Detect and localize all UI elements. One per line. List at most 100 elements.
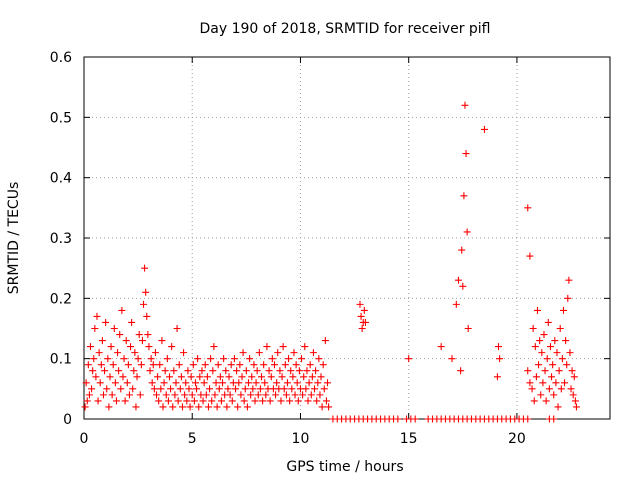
data-point: [548, 373, 556, 381]
data-point: [213, 403, 221, 411]
data-point: [524, 415, 532, 423]
data-point: [567, 385, 575, 393]
data-point: [133, 373, 141, 381]
data-point: [305, 379, 313, 387]
data-point: [463, 228, 471, 236]
data-point: [318, 403, 326, 411]
data-point: [128, 318, 136, 326]
data-point: [260, 361, 268, 369]
data-point: [116, 331, 124, 339]
data-point: [540, 331, 548, 339]
data-point: [121, 397, 129, 405]
data-point: [190, 397, 198, 405]
data-point: [360, 306, 368, 314]
data-point: [212, 379, 220, 387]
data-point: [277, 397, 285, 405]
data-point: [495, 343, 503, 351]
data-point: [315, 355, 323, 363]
data-point: [532, 373, 540, 381]
data-point: [529, 325, 537, 332]
data-point: [94, 397, 102, 405]
data-point: [246, 355, 254, 363]
data-point: [570, 373, 578, 381]
data-point: [291, 391, 299, 399]
data-point: [85, 391, 93, 399]
data-point: [158, 337, 166, 345]
data-point: [207, 355, 215, 363]
data-point: [322, 397, 330, 405]
data-point: [112, 397, 120, 405]
data-point: [132, 403, 140, 411]
data-point: [526, 379, 534, 387]
data-point: [140, 300, 148, 308]
data-point: [274, 349, 282, 357]
data-point: [172, 379, 180, 387]
data-point: [268, 355, 276, 363]
data-point: [194, 355, 202, 363]
data-point: [541, 367, 549, 375]
data-point: [553, 349, 561, 357]
data-point: [103, 385, 111, 393]
data-point: [180, 349, 188, 357]
data-point: [282, 391, 290, 399]
data-point: [174, 397, 182, 405]
y-tick-label: 0.3: [50, 231, 72, 247]
data-point: [117, 385, 125, 393]
data-point: [153, 391, 161, 399]
data-point: [361, 318, 369, 326]
data-point: [97, 361, 105, 369]
chart-title: Day 190 of 2018, SRMTID for receiver pif…: [199, 21, 490, 37]
data-point: [243, 403, 251, 411]
data-point: [270, 361, 278, 369]
x-axis-label: GPS time / hours: [286, 459, 403, 475]
data-point: [187, 373, 195, 381]
data-point: [223, 403, 231, 411]
data-point: [526, 252, 534, 260]
data-point: [195, 403, 203, 411]
y-tick-label: 0.1: [50, 352, 72, 368]
data-point: [211, 391, 219, 399]
data-point: [571, 397, 579, 405]
data-point: [188, 391, 196, 399]
data-point: [208, 397, 216, 405]
data-point: [248, 373, 256, 381]
data-point: [143, 312, 151, 320]
data-point: [493, 373, 501, 381]
data-point: [461, 101, 469, 109]
data-point: [203, 373, 211, 381]
data-point: [437, 343, 445, 351]
data-point: [182, 379, 190, 387]
x-tick-label: 15: [400, 431, 418, 447]
data-point: [254, 391, 262, 399]
data-point: [157, 385, 165, 393]
data-point: [320, 385, 328, 393]
data-point: [102, 318, 110, 326]
data-point: [556, 325, 564, 332]
data-point: [91, 325, 99, 332]
data-point: [175, 361, 183, 369]
data-point: [169, 403, 177, 411]
data-point: [295, 367, 303, 375]
axis-ticks: 0 5 10 15 20 0 0.1 0.2 0.3 0.4 0.5 0.6: [50, 50, 610, 447]
data-point: [545, 385, 553, 393]
data-point: [167, 385, 175, 393]
data-point: [324, 379, 332, 387]
data-point: [562, 337, 570, 345]
data-point: [93, 312, 101, 320]
data-point: [226, 391, 234, 399]
data-point: [550, 391, 558, 399]
data-point: [308, 373, 316, 381]
data-point: [302, 385, 310, 393]
data-point: [394, 415, 402, 423]
data-point: [82, 379, 90, 387]
data-point: [460, 192, 468, 200]
data-point: [168, 343, 176, 351]
data-point: [462, 150, 470, 158]
data-point: [106, 373, 114, 381]
data-point: [166, 373, 174, 381]
data-point: [242, 367, 250, 375]
data-point: [552, 379, 560, 387]
data-point: [118, 306, 126, 314]
data-point: [241, 385, 249, 393]
y-tick-label: 0.4: [50, 171, 72, 187]
